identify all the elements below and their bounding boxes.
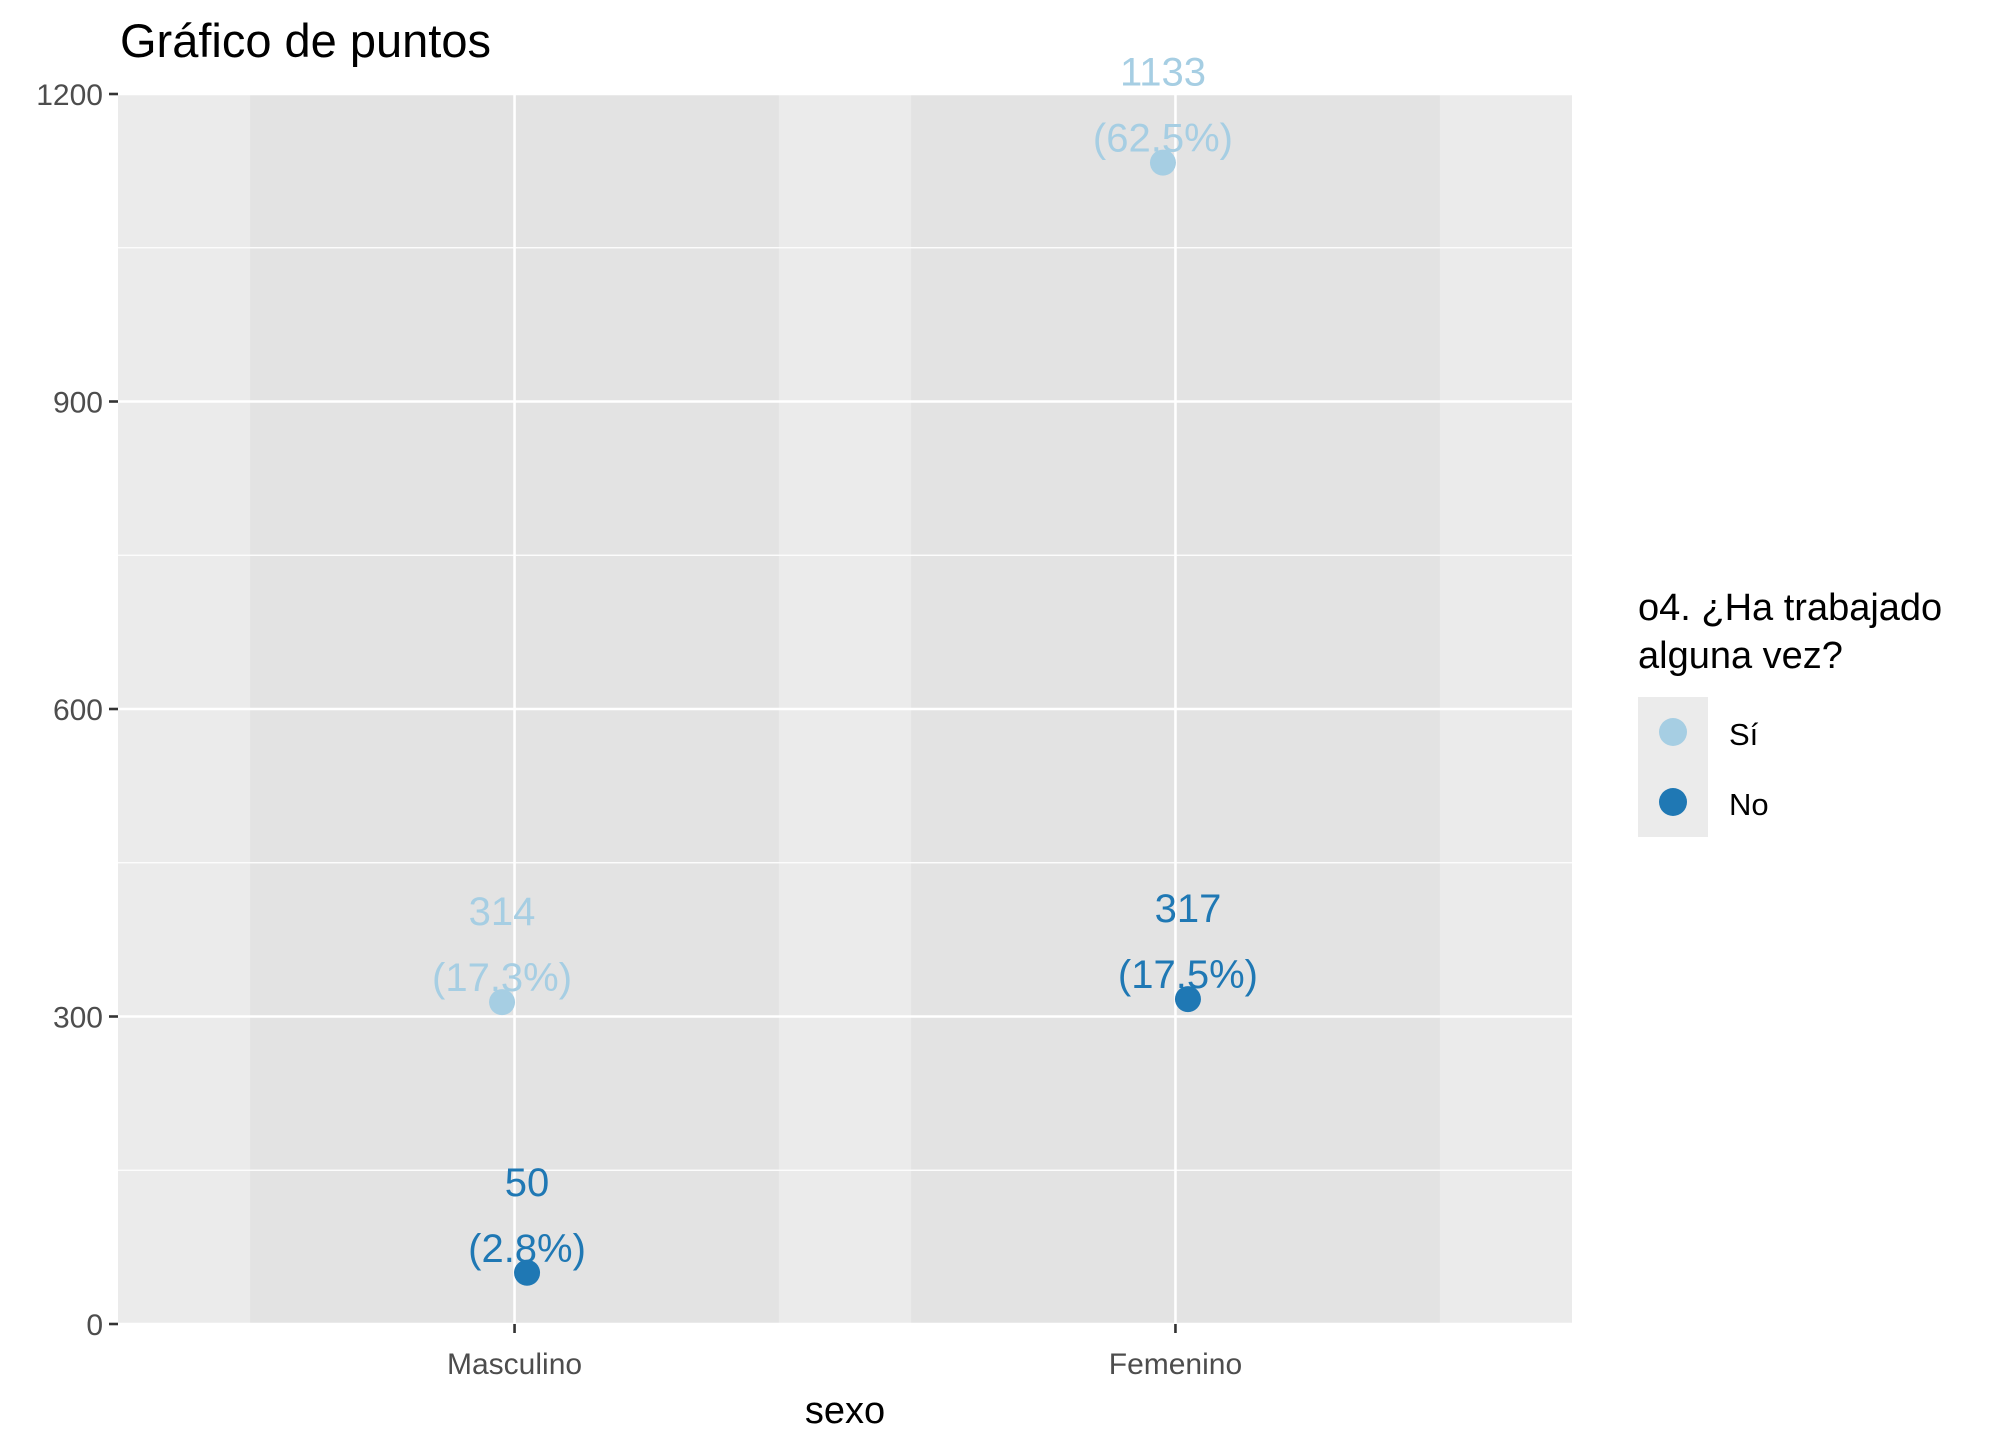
data-label: 50 [505,1161,550,1205]
chart-title: Gráfico de puntos [120,14,491,67]
x-axis-title: sexo [805,1390,885,1432]
data-label: (17.5%) [1118,953,1258,997]
data-label: (17.3%) [432,956,572,1000]
x-axis: Masculino Femenino [447,1324,1242,1381]
major-gridlines [118,92,1572,1326]
legend-title-line-1: o4. ¿Ha trabajado [1638,587,1942,629]
legend: o4. ¿Ha trabajado alguna vez? Sí No [1638,587,1942,837]
data-points [489,149,1201,1286]
data-label: 317 [1155,887,1222,931]
data-label: 314 [469,890,536,934]
data-point [489,989,516,1016]
data-point [514,1259,541,1286]
x-tick-label: Femenino [1109,1348,1242,1381]
data-label: (2.8%) [468,1227,586,1271]
y-tick-label: 900 [53,387,103,420]
y-tick-label: 600 [53,694,103,727]
legend-key-no [1659,788,1687,816]
y-tick-label: 300 [53,1002,103,1035]
legend-title-line-2: alguna vez? [1638,635,1843,677]
y-tick-label: 1200 [36,79,103,112]
legend-label-si: Sí [1729,717,1759,752]
legend-label-no: No [1729,787,1769,822]
data-label: (62.5%) [1093,117,1233,161]
minor-gridlines [118,247,1572,1171]
legend-key-si [1659,718,1687,746]
data-point [1149,149,1176,176]
x-tick-label: Masculino [447,1348,582,1381]
data-labels: 314 (17.3%) 1133 (62.5%) 50 (2.8%) 317 (17.5%) [432,51,1258,1271]
data-point [1174,986,1201,1013]
data-label: 1133 [1120,51,1206,95]
y-axis: 0 300 600 900 1200 [36,79,118,1342]
y-tick-label: 0 [86,1309,103,1342]
